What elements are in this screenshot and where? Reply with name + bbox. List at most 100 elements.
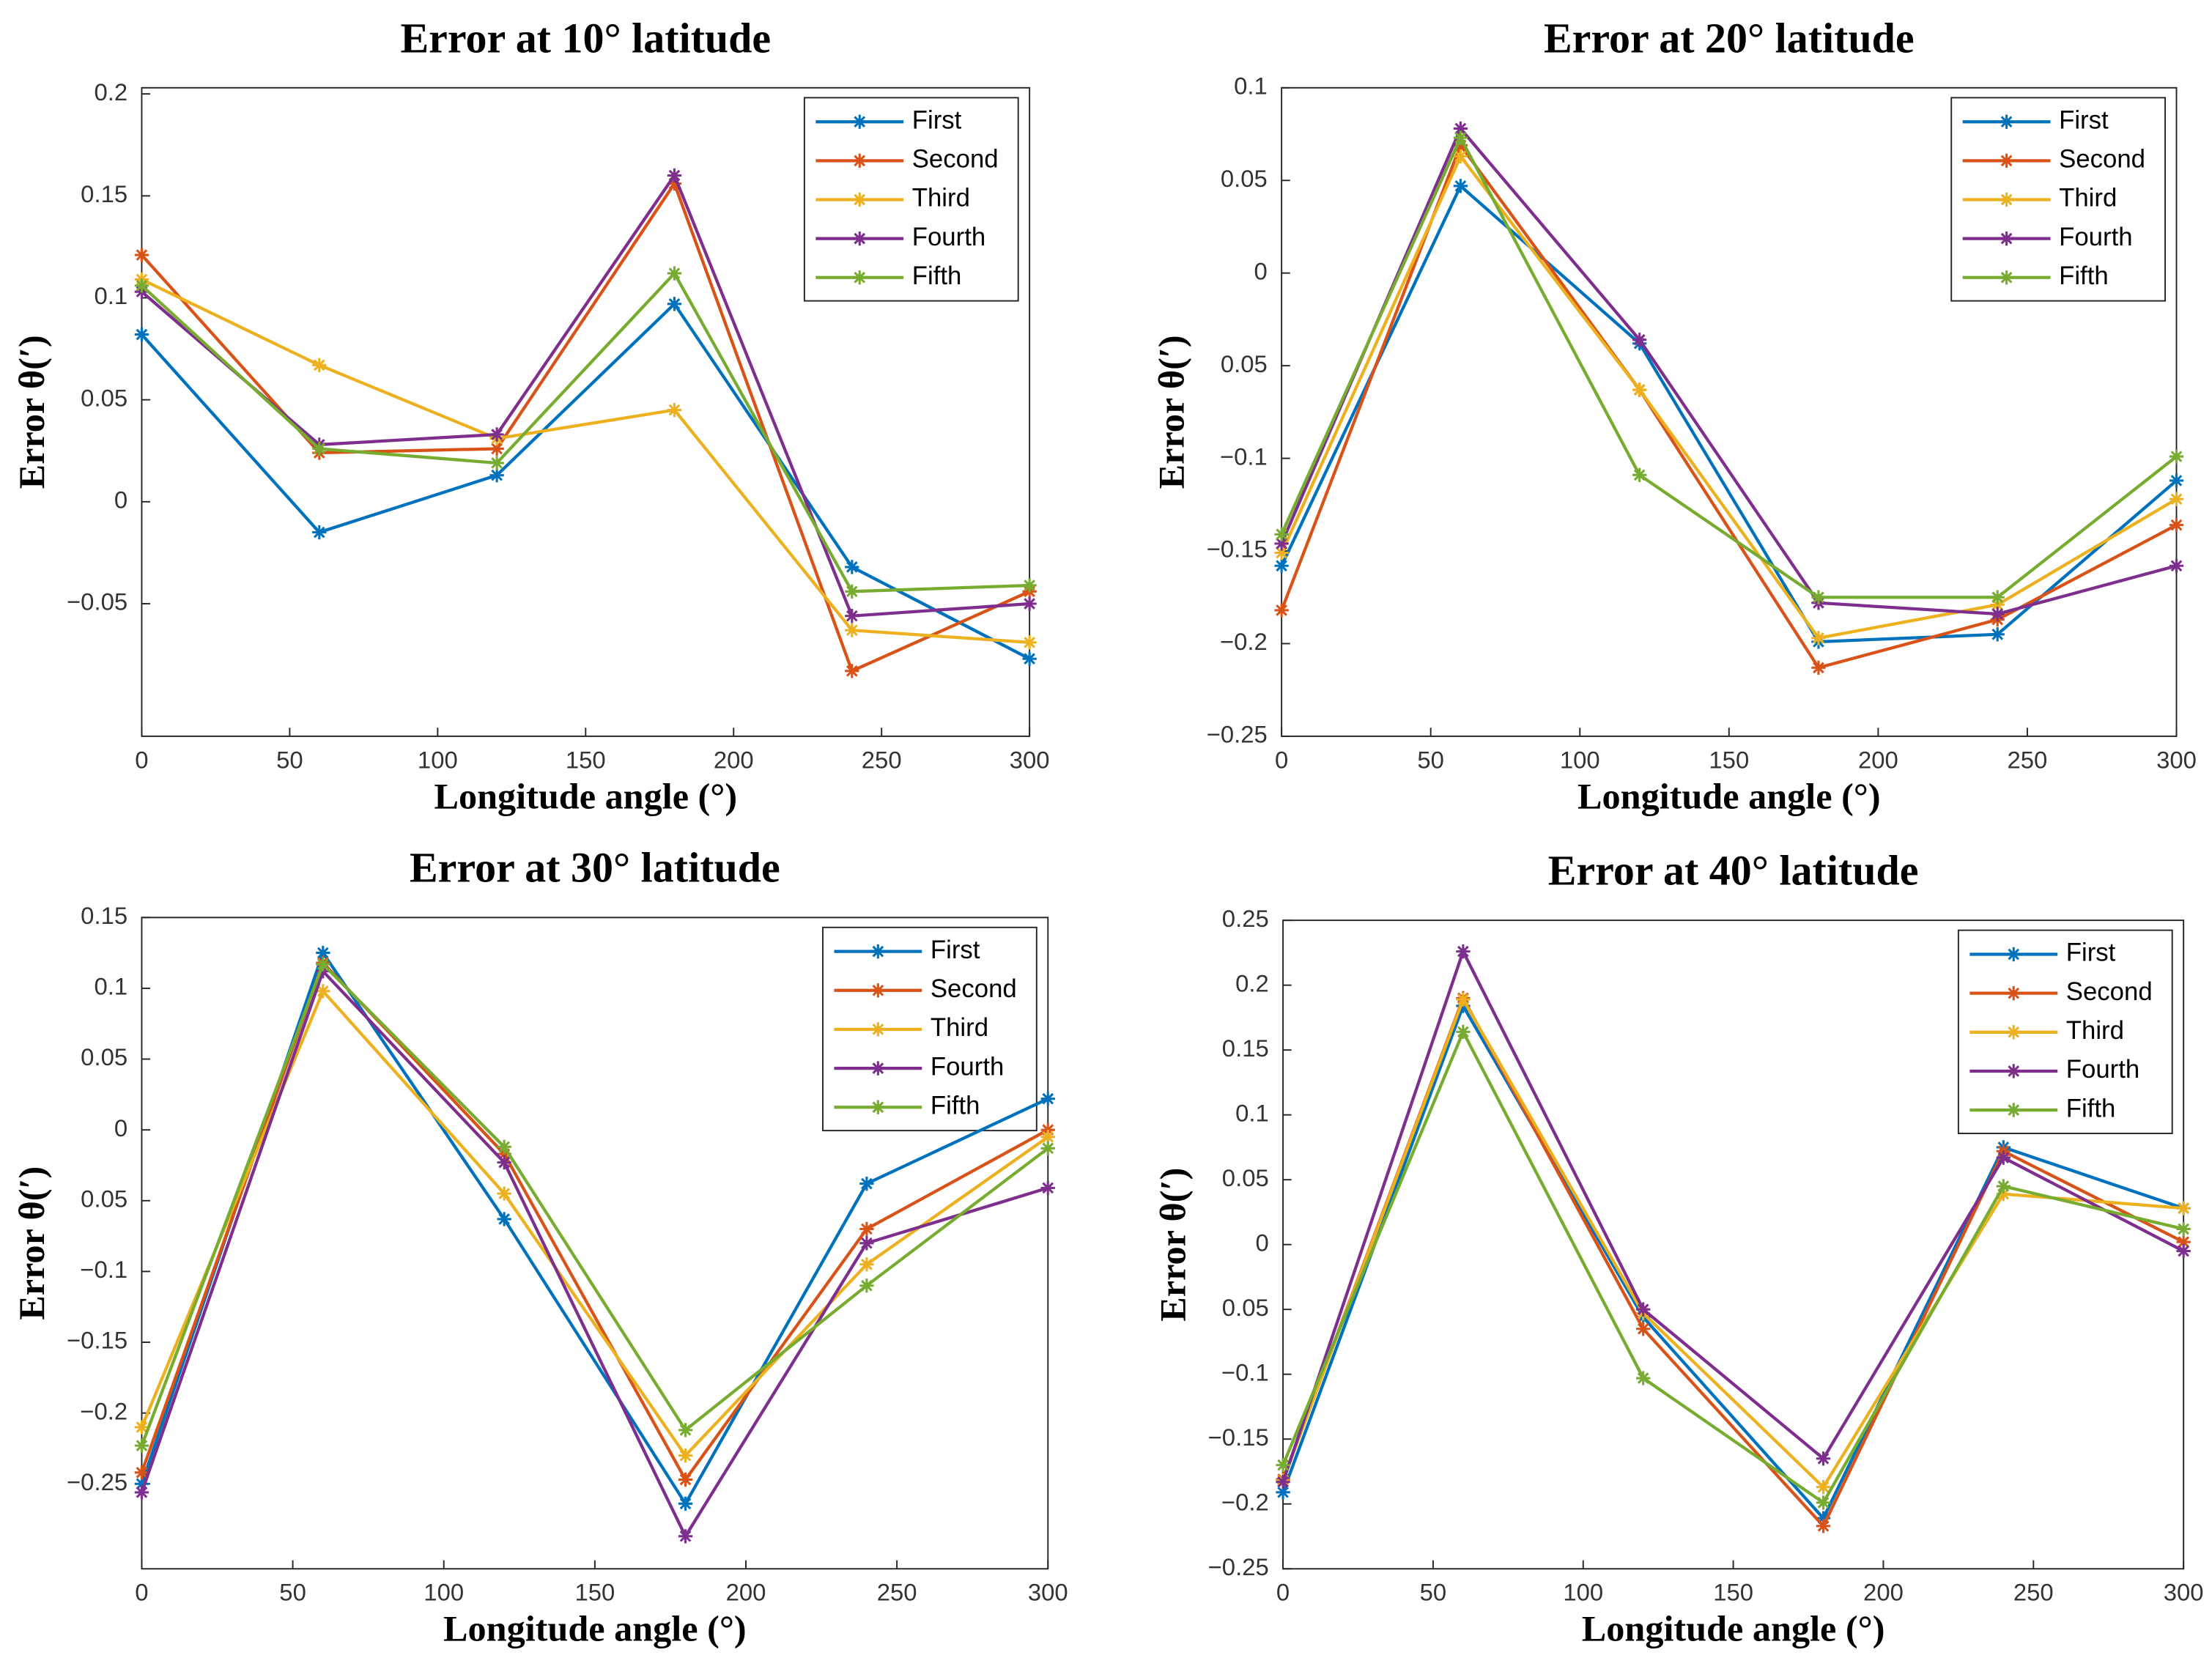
data-point [1811, 660, 1826, 676]
data-point [2176, 1201, 2191, 1215]
x-axis-label: Longitude angle (°) [1577, 775, 1881, 816]
data-point [497, 1139, 511, 1155]
x-tick-label: 50 [1420, 1579, 1447, 1606]
x-tick-label: 250 [862, 746, 902, 773]
legend-label: First [912, 106, 962, 134]
x-tick-label: 100 [418, 746, 458, 773]
data-point [134, 278, 149, 293]
legend-label: First [2059, 106, 2109, 134]
marker-stroke [2000, 193, 2013, 206]
marker-stroke [861, 1279, 873, 1292]
marker-stroke [1024, 598, 1036, 610]
x-tick-label: 50 [276, 746, 303, 773]
data-point [845, 560, 859, 574]
legend-marker [870, 944, 886, 959]
data-point [1040, 1091, 1055, 1106]
marker-stroke [668, 169, 681, 182]
marker-stroke [679, 1424, 692, 1436]
legend-marker [1999, 270, 2014, 285]
marker-stroke [1633, 384, 1646, 396]
data-point [1816, 1451, 1831, 1466]
marker-stroke [846, 561, 858, 573]
x-tick-label: 200 [726, 1579, 766, 1606]
marker-stroke [1454, 180, 1467, 192]
marker-stroke [136, 1466, 148, 1478]
marker-stroke [2000, 271, 2013, 284]
x-tick-label: 0 [1276, 1579, 1290, 1606]
marker-stroke [1457, 945, 1469, 958]
legend-label: Third [931, 1014, 988, 1042]
marker-stroke [2008, 1026, 2020, 1038]
y-tick-label: −0.1 [80, 1256, 127, 1283]
x-tick-label: 200 [1858, 746, 1898, 773]
marker-stroke [1454, 122, 1467, 135]
data-point [678, 1529, 693, 1544]
data-point [1453, 149, 1468, 164]
marker-stroke [1813, 662, 1824, 674]
series-line [141, 270, 1030, 593]
data-point [134, 1438, 149, 1453]
marker-stroke [2000, 232, 2013, 245]
data-point [1022, 578, 1037, 593]
series-line [1280, 134, 2178, 599]
data-point [2176, 1243, 2191, 1259]
marker-stroke [846, 585, 858, 598]
marker-stroke [317, 958, 329, 970]
y-tick-label: −0.15 [1207, 536, 1268, 563]
marker-stroke [2170, 451, 2183, 462]
data-point [2169, 558, 2184, 573]
marker-stroke [2178, 1202, 2190, 1214]
marker-stroke [136, 1421, 148, 1433]
y-tick-label: 0.15 [81, 902, 127, 929]
series-line [140, 988, 1049, 1459]
y-axis-label: Error θ(′) [11, 335, 52, 489]
data-point [1990, 590, 2005, 604]
marker-stroke [854, 271, 866, 284]
marker-stroke [2008, 1104, 2020, 1116]
x-tick-label: 150 [1709, 746, 1749, 773]
x-axis-label: Longitude angle (°) [443, 1608, 747, 1649]
legend-marker [852, 192, 867, 207]
marker-stroke [1991, 608, 2004, 620]
data-point [1022, 651, 1037, 666]
data-point [1456, 992, 1471, 1007]
data-point [1816, 1519, 1831, 1533]
legend-label: Fourth [2059, 223, 2132, 251]
data-point [845, 584, 859, 599]
data-point [845, 609, 859, 623]
data-point [2169, 517, 2184, 533]
data-point [845, 623, 859, 637]
data-point [312, 525, 327, 540]
marker-stroke [1277, 1459, 1289, 1471]
marker-stroke [872, 945, 884, 958]
marker-stroke [2178, 1236, 2190, 1248]
marker-stroke [1277, 1486, 1289, 1498]
data-point [1990, 627, 2005, 642]
marker-stroke [1997, 1152, 2010, 1163]
marker-stroke [498, 1156, 511, 1169]
y-axis-label: Error θ(′) [1151, 335, 1192, 489]
legend-label: Second [2066, 978, 2153, 1006]
x-tick-label: 250 [2008, 746, 2048, 773]
data-point [1274, 527, 1289, 541]
legend-label: Fifth [2066, 1095, 2116, 1122]
y-tick-label: −0.2 [1221, 1488, 1269, 1515]
y-tick-label: 0.05 [81, 1043, 127, 1070]
y-tick-label: 0.05 [81, 1185, 127, 1212]
marker-stroke [1817, 1481, 1830, 1493]
marker-stroke [136, 1440, 148, 1451]
legend-label: Fourth [931, 1053, 1004, 1081]
marker-stroke [679, 1530, 692, 1542]
marker-stroke [861, 1177, 873, 1190]
data-point [1453, 130, 1468, 145]
series-line [1280, 153, 2178, 640]
data-point [489, 467, 504, 483]
data-point [1274, 558, 1289, 573]
y-tick-label: 0.2 [94, 78, 127, 106]
data-point [1636, 1371, 1651, 1385]
marker-stroke [1813, 591, 1824, 604]
data-point [2176, 1221, 2191, 1237]
y-tick-label: 0.05 [1221, 165, 1268, 192]
marker-stroke [1991, 628, 2004, 640]
